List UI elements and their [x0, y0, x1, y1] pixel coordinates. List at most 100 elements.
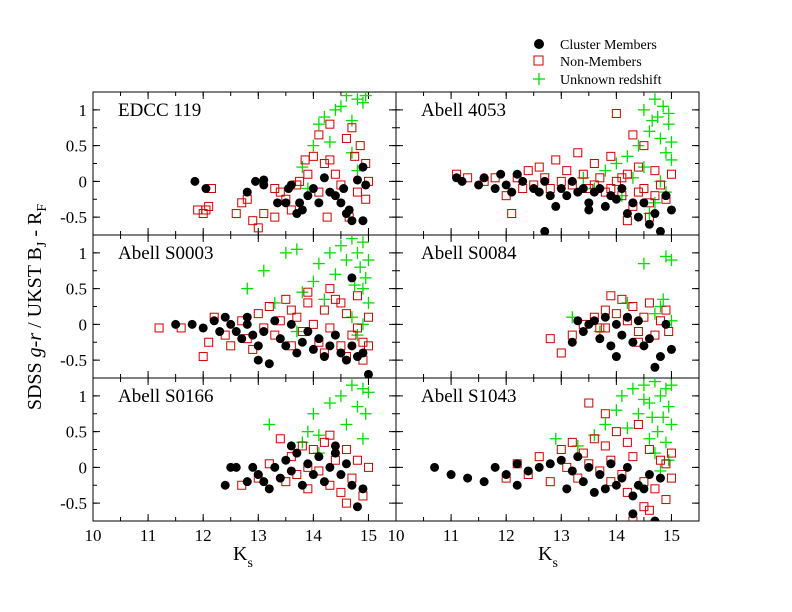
point-member — [273, 198, 283, 208]
point-nonmember — [325, 323, 335, 333]
point-nonmember — [600, 323, 610, 333]
point-nonmember — [617, 173, 627, 183]
point-member — [501, 470, 511, 480]
point-nonmember — [341, 498, 351, 508]
point-member — [611, 319, 621, 329]
legend-marker-nonmembers — [533, 55, 544, 66]
panel-points — [190, 92, 373, 233]
point-nonmember — [297, 441, 307, 451]
point-nonmember — [325, 284, 335, 294]
point-member — [655, 226, 665, 235]
y-tick-label: 1 — [79, 101, 88, 120]
point-member — [286, 180, 296, 190]
point-unknown — [307, 275, 320, 288]
point-unknown — [665, 153, 678, 166]
point-nonmember — [330, 169, 340, 179]
point-member — [551, 201, 561, 211]
point-unknown — [351, 400, 364, 413]
point-nonmember — [361, 194, 371, 204]
point-unknown — [301, 425, 314, 438]
y-tick-label: 0 — [79, 172, 88, 191]
point-nonmember — [595, 323, 605, 333]
point-member — [270, 462, 280, 472]
x-tick-label: 14 — [305, 526, 323, 545]
point-member — [622, 209, 632, 219]
point-unknown — [263, 418, 276, 431]
point-unknown — [312, 429, 325, 442]
point-member — [567, 337, 577, 347]
point-nonmember — [611, 309, 621, 319]
point-unknown — [643, 432, 656, 445]
point-member — [358, 216, 368, 226]
point-nonmember — [322, 212, 332, 222]
point-member — [540, 226, 550, 235]
point-unknown — [621, 422, 634, 435]
point-unknown — [318, 293, 331, 306]
point-nonmember — [567, 437, 577, 447]
point-nonmember — [633, 162, 643, 172]
point-member — [295, 198, 305, 208]
point-member — [628, 509, 638, 519]
point-member — [518, 176, 528, 186]
point-unknown — [241, 282, 254, 295]
point-unknown — [362, 386, 375, 399]
point-member — [264, 484, 274, 494]
point-member — [534, 187, 544, 197]
point-nonmember — [319, 305, 329, 315]
point-nonmember — [352, 291, 362, 301]
point-nonmember — [661, 459, 671, 469]
point-nonmember — [352, 187, 362, 197]
point-member — [562, 484, 572, 494]
panel-points — [220, 379, 375, 512]
point-nonmember — [606, 291, 616, 301]
panel-abell-s0003: 1 0.5 0 -0.5 Abell S0003 — [60, 234, 397, 379]
point-member — [281, 198, 291, 208]
point-nonmember — [226, 341, 236, 351]
point-member — [336, 198, 346, 208]
point-unknown — [318, 111, 331, 124]
point-nonmember — [286, 305, 296, 315]
point-member — [270, 316, 280, 326]
point-nonmember — [606, 151, 616, 161]
point-member — [190, 176, 200, 186]
point-nonmember — [303, 287, 313, 297]
x-tick-label: 14 — [608, 526, 626, 545]
panel-title: Abell S0003 — [118, 243, 214, 264]
point-member — [606, 341, 616, 351]
point-member — [496, 169, 506, 179]
point-nonmember — [633, 419, 643, 429]
point-unknown — [334, 239, 347, 252]
point-nonmember — [341, 309, 351, 319]
point-unknown — [637, 103, 650, 116]
point-member — [446, 470, 456, 480]
point-member — [628, 198, 638, 208]
point-member — [281, 341, 291, 351]
point-nonmember — [562, 166, 572, 176]
point-unknown — [651, 425, 664, 438]
point-nonmember — [281, 294, 291, 304]
point-member — [314, 198, 324, 208]
point-nonmember — [292, 312, 302, 322]
point-nonmember — [264, 302, 274, 311]
point-member — [578, 184, 588, 194]
point-member — [339, 184, 349, 194]
point-member — [358, 348, 368, 358]
point-member — [264, 359, 274, 369]
point-nonmember — [275, 187, 285, 197]
point-member — [611, 194, 621, 204]
point-member — [595, 470, 605, 480]
point-member — [661, 319, 671, 329]
point-nonmember — [628, 302, 638, 311]
point-nonmember — [308, 319, 318, 329]
point-member — [633, 316, 643, 326]
point-nonmember — [611, 108, 621, 118]
point-member — [589, 487, 599, 497]
x-tick-label: 12 — [498, 526, 515, 545]
point-member — [512, 459, 522, 469]
point-nonmember — [231, 209, 241, 219]
legend-label-unknown: Unknown redshift — [560, 73, 662, 88]
point-unknown — [340, 92, 353, 102]
point-member — [248, 330, 258, 340]
point-member — [308, 470, 318, 480]
point-nonmember — [341, 445, 351, 454]
